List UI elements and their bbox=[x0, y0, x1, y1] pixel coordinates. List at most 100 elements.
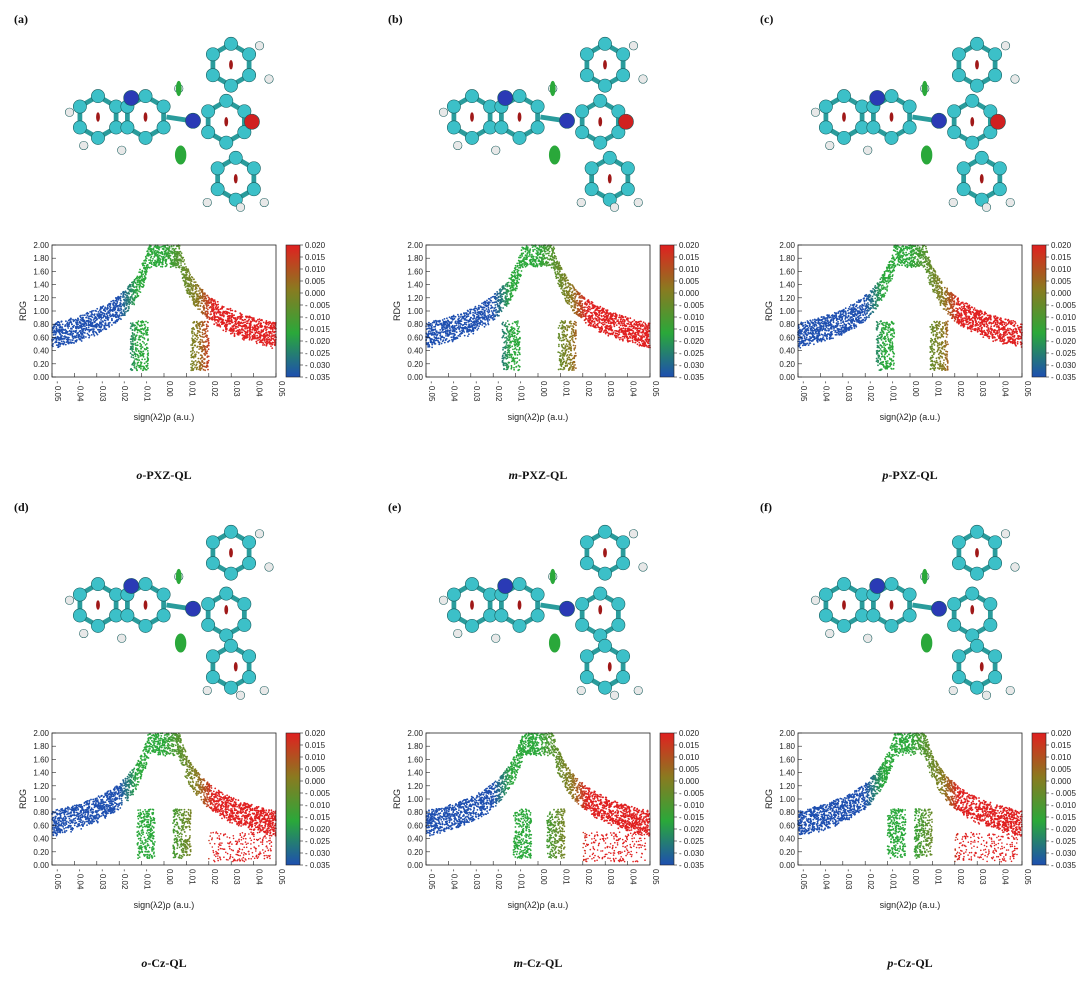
data-point bbox=[80, 340, 83, 342]
data-point bbox=[210, 310, 213, 312]
data-point bbox=[191, 287, 194, 290]
data-point bbox=[494, 298, 497, 301]
data-point bbox=[77, 327, 80, 330]
data-point bbox=[230, 330, 232, 332]
data-point bbox=[607, 334, 610, 337]
data-point bbox=[191, 289, 194, 292]
data-point bbox=[231, 309, 234, 312]
data-point bbox=[506, 299, 508, 302]
data-point bbox=[197, 305, 200, 307]
data-point bbox=[191, 347, 194, 349]
data-point bbox=[198, 345, 201, 348]
atom bbox=[205, 68, 220, 83]
data-point bbox=[180, 268, 183, 271]
data-point bbox=[521, 252, 523, 255]
data-point bbox=[57, 337, 60, 340]
data-point bbox=[93, 325, 96, 328]
data-point bbox=[614, 329, 616, 332]
data-point bbox=[185, 266, 187, 268]
colorbar-tick-label: 0.010 bbox=[305, 265, 326, 274]
data-point bbox=[254, 325, 257, 328]
data-point bbox=[99, 321, 101, 324]
data-point bbox=[118, 314, 121, 316]
data-point bbox=[605, 321, 608, 324]
data-point bbox=[263, 344, 266, 346]
y-axis-label: RDG bbox=[18, 301, 28, 321]
data-point bbox=[194, 366, 196, 369]
y-tick-label: 1.40 bbox=[33, 281, 49, 290]
data-point bbox=[625, 336, 628, 339]
data-point bbox=[60, 320, 63, 323]
data-point bbox=[125, 294, 128, 297]
data-point bbox=[134, 282, 137, 284]
data-point bbox=[548, 250, 551, 253]
data-point bbox=[58, 330, 61, 333]
data-point bbox=[246, 320, 248, 323]
data-point bbox=[610, 318, 613, 321]
data-point bbox=[204, 365, 207, 368]
data-point bbox=[629, 321, 632, 324]
data-point bbox=[452, 315, 454, 318]
data-point bbox=[129, 283, 131, 286]
data-point bbox=[626, 317, 628, 320]
data-point bbox=[648, 327, 650, 329]
data-point bbox=[644, 334, 647, 337]
data-point bbox=[144, 358, 146, 361]
data-point bbox=[156, 256, 159, 259]
atom bbox=[620, 161, 635, 176]
data-point bbox=[450, 333, 453, 335]
data-point bbox=[127, 286, 130, 289]
data-point bbox=[243, 325, 246, 328]
y-tick-label: 2.00 bbox=[33, 241, 49, 250]
data-point bbox=[521, 265, 524, 268]
data-point bbox=[200, 299, 203, 302]
atom bbox=[575, 104, 590, 119]
data-point bbox=[216, 307, 219, 309]
data-point bbox=[123, 298, 126, 301]
data-point bbox=[271, 347, 274, 349]
data-point bbox=[536, 254, 539, 256]
data-point bbox=[93, 317, 96, 320]
data-point bbox=[222, 329, 225, 332]
data-point bbox=[191, 352, 194, 355]
data-point bbox=[95, 332, 98, 335]
data-point bbox=[640, 324, 643, 327]
data-point bbox=[482, 306, 485, 309]
atom bbox=[611, 104, 626, 119]
data-point bbox=[139, 276, 142, 279]
data-point bbox=[479, 313, 482, 316]
data-point bbox=[133, 303, 136, 306]
data-point bbox=[135, 365, 138, 368]
data-point bbox=[216, 324, 219, 327]
data-point bbox=[136, 321, 139, 324]
data-point bbox=[205, 304, 208, 306]
data-point bbox=[122, 296, 125, 298]
data-point bbox=[600, 314, 603, 317]
data-point bbox=[251, 337, 254, 340]
data-point bbox=[505, 292, 508, 295]
data-point bbox=[192, 349, 195, 352]
data-point bbox=[195, 368, 198, 371]
data-point bbox=[204, 297, 207, 300]
data-point bbox=[112, 302, 115, 304]
data-point bbox=[215, 312, 218, 315]
data-point bbox=[173, 248, 176, 251]
data-point bbox=[492, 313, 495, 316]
data-point bbox=[256, 337, 259, 340]
data-point bbox=[135, 328, 138, 330]
data-point bbox=[90, 314, 93, 316]
data-point bbox=[120, 307, 122, 310]
data-point bbox=[90, 319, 93, 321]
data-point bbox=[117, 308, 120, 311]
data-point bbox=[428, 345, 431, 348]
data-point bbox=[107, 322, 110, 325]
data-point bbox=[150, 262, 152, 264]
data-point bbox=[189, 291, 192, 294]
data-point bbox=[598, 311, 600, 314]
data-point bbox=[116, 319, 118, 321]
data-point bbox=[634, 333, 637, 336]
data-point bbox=[217, 308, 220, 311]
data-point bbox=[69, 332, 72, 335]
data-point bbox=[204, 331, 207, 333]
data-point bbox=[628, 335, 631, 338]
